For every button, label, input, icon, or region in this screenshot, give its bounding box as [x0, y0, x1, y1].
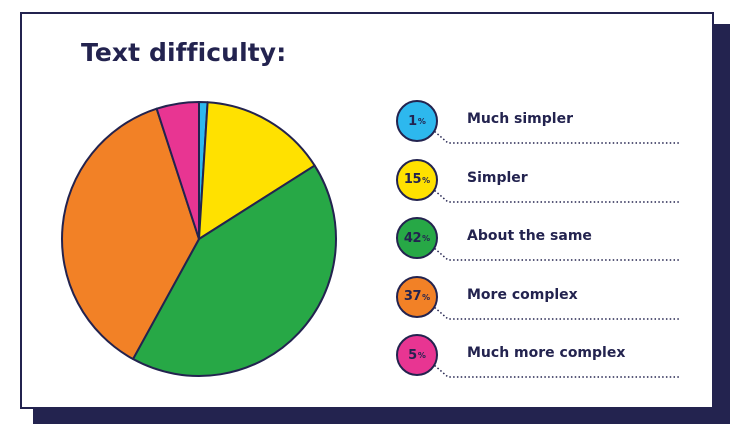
legend-label-much-simpler: Much simpler — [467, 111, 573, 127]
legend-badge-much-more-complex: 5% — [396, 334, 438, 377]
legend-item-simpler: 15% Simpler — [396, 158, 696, 209]
legend-leader-line — [425, 240, 680, 261]
legend-badge-much-simpler: 1% — [396, 100, 438, 142]
legend-percent-unit: % — [422, 234, 431, 244]
legend-percent-unit: % — [417, 351, 426, 361]
pie-slice-much-more-complex — [155, 101, 200, 240]
legend-label-more-complex: More complex — [467, 286, 578, 303]
legend-badge-more-complex: 37% — [396, 275, 438, 318]
legend-label-simpler: Simpler — [467, 169, 528, 186]
legend-percent-value: 42 — [403, 230, 422, 246]
legend-badge-about-the-same: 42% — [396, 217, 438, 260]
legend-leader-line — [425, 357, 680, 379]
pie-slice-simpler — [198, 101, 316, 240]
legend-leader-line — [425, 299, 680, 320]
legend-item-much-more-complex: 5% Much more complex — [396, 334, 696, 384]
legend-leader-line — [425, 123, 680, 144]
legend-percent-unit: % — [417, 117, 426, 126]
pie-chart — [61, 101, 337, 377]
legend-label-about-the-same: About the same — [467, 228, 592, 245]
legend-percent-unit: % — [422, 292, 431, 302]
chart-legend: 1% Much simpler 15% Simpler 42% About the sam… — [396, 100, 696, 390]
legend-percent-value: 15 — [403, 172, 422, 188]
pie-slice-about-the-same — [132, 164, 337, 377]
legend-item-about-the-same: 42% About the same — [396, 217, 696, 267]
pie-slice-more-complex — [61, 107, 200, 361]
legend-leader-line — [425, 182, 680, 203]
chart-title: Text difficulty: — [81, 38, 287, 67]
legend-percent-value: 37 — [403, 289, 422, 305]
legend-percent-value: 5 — [408, 347, 417, 363]
legend-percent-value: 1 — [408, 113, 417, 129]
legend-badge-simpler: 15% — [396, 158, 438, 201]
legend-item-much-simpler: 1% Much simpler — [396, 100, 696, 150]
legend-item-more-complex: 37% More complex — [396, 275, 696, 326]
legend-label-much-more-complex: Much more complex — [467, 345, 626, 362]
legend-percent-unit: % — [422, 175, 431, 185]
